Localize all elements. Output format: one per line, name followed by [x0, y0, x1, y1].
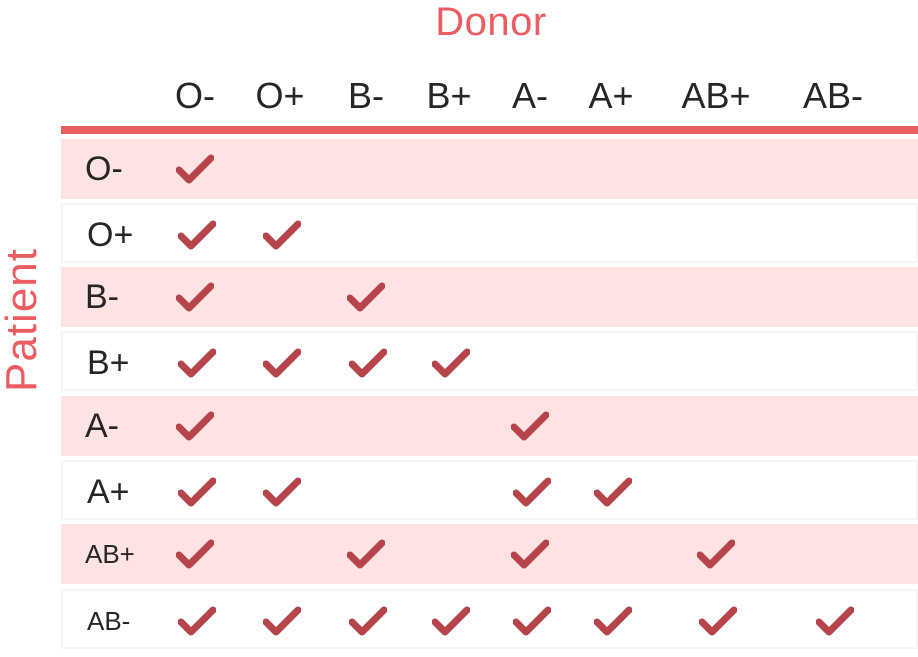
- check-icon: [263, 348, 301, 378]
- check-icon: [594, 477, 632, 507]
- check-icon: [178, 220, 216, 250]
- row-label: AB-: [87, 606, 131, 636]
- column-header-apos: A+: [588, 75, 634, 116]
- check-icon: [349, 606, 387, 636]
- check-icon: [178, 606, 216, 636]
- check-icon: [511, 411, 549, 441]
- column-header-abpos: AB+: [681, 75, 751, 116]
- row-label: B+: [87, 344, 130, 382]
- check-icon: [347, 282, 385, 312]
- check-icon: [511, 539, 549, 569]
- patient-axis-label: Patient: [0, 248, 46, 392]
- check-icon: [697, 539, 735, 569]
- table-row: O+: [61, 203, 918, 263]
- header-divider: [61, 126, 918, 134]
- row-label: A+: [87, 473, 130, 511]
- check-icon: [347, 539, 385, 569]
- check-icon: [432, 348, 470, 378]
- row-label: AB+: [85, 539, 135, 569]
- column-header-bpos: B+: [426, 75, 472, 116]
- check-icon: [176, 282, 214, 312]
- table-row: B-: [61, 267, 918, 327]
- check-icon: [263, 606, 301, 636]
- check-icon: [349, 348, 387, 378]
- row-label: O-: [85, 150, 123, 188]
- check-icon: [176, 154, 214, 184]
- check-icon: [513, 606, 551, 636]
- column-header-oneg: O-: [175, 75, 215, 116]
- table-row: A+: [61, 460, 918, 520]
- table-row: AB-: [61, 589, 918, 649]
- check-icon: [176, 539, 214, 569]
- check-icon: [263, 220, 301, 250]
- table-row: A-: [61, 396, 918, 456]
- check-icon: [594, 606, 632, 636]
- check-icon: [178, 348, 216, 378]
- donor-axis-title: Donor: [435, 0, 547, 44]
- table-row: O-: [61, 139, 918, 199]
- check-icon: [816, 606, 854, 636]
- row-label: B-: [85, 278, 119, 316]
- row-label: A-: [85, 407, 119, 445]
- check-icon: [176, 411, 214, 441]
- check-icon: [513, 477, 551, 507]
- check-icon: [432, 606, 470, 636]
- row-label: O+: [87, 216, 134, 254]
- column-header-aneg: A-: [512, 75, 548, 116]
- table-row: B+: [61, 331, 918, 391]
- column-header-opos: O+: [255, 75, 305, 116]
- table-row: AB+: [61, 524, 918, 584]
- check-icon: [699, 606, 737, 636]
- check-icon: [263, 477, 301, 507]
- column-header-abneg: AB-: [802, 75, 863, 116]
- check-icon: [178, 477, 216, 507]
- column-header-bneg: B-: [348, 75, 384, 116]
